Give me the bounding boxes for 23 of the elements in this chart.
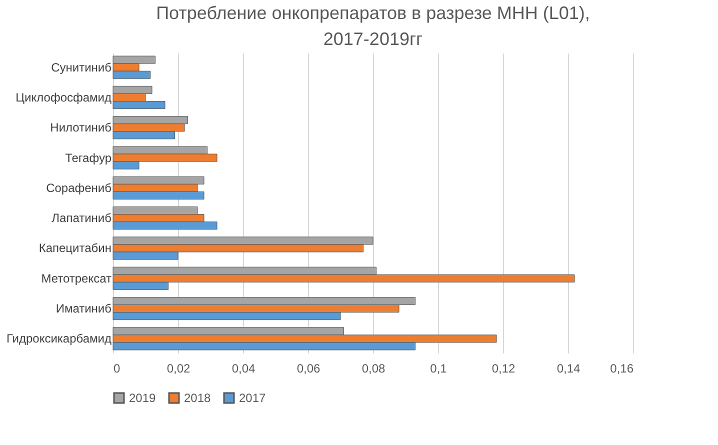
x-tick-label: 0,04 bbox=[232, 362, 256, 376]
legend-label: 2019 bbox=[129, 391, 156, 405]
y-tick-label: Сорафениб bbox=[46, 180, 112, 195]
y-tick-label: Метотрексат bbox=[41, 271, 112, 286]
x-tick-label: 0 bbox=[114, 362, 120, 376]
legend-label: 2017 bbox=[239, 391, 266, 405]
x-tick-label: 0,08 bbox=[362, 362, 386, 376]
y-tick-label: Нилотиниб bbox=[50, 120, 112, 135]
legend-label: 2018 bbox=[184, 391, 212, 405]
y-tick-label: Гидроксикарбамид bbox=[6, 332, 112, 346]
x-tick-label: 0,16 bbox=[610, 362, 634, 376]
y-tick-label: Капецитабин bbox=[38, 241, 112, 256]
x-tick-label: 0,1 bbox=[430, 362, 448, 376]
y-tick-label: Иматиниб bbox=[56, 302, 112, 316]
x-tick-label: 0,02 bbox=[166, 362, 190, 376]
y-tick-label: Лапатиниб bbox=[52, 211, 112, 226]
y-tick-label: Сунитиниб bbox=[51, 60, 112, 74]
x-tick-label: 0,12 bbox=[492, 362, 516, 376]
x-tick-label: 0,14 bbox=[556, 362, 580, 376]
x-tick-label: 0,06 bbox=[296, 362, 320, 376]
y-tick-label: Циклофосфамид bbox=[16, 90, 112, 104]
y-tick-label: Тегафур bbox=[65, 150, 112, 165]
chart-title: Потребление онкопрепаратов в разрезе МНН (L01), 2017-2019гг bbox=[156, 3, 590, 49]
